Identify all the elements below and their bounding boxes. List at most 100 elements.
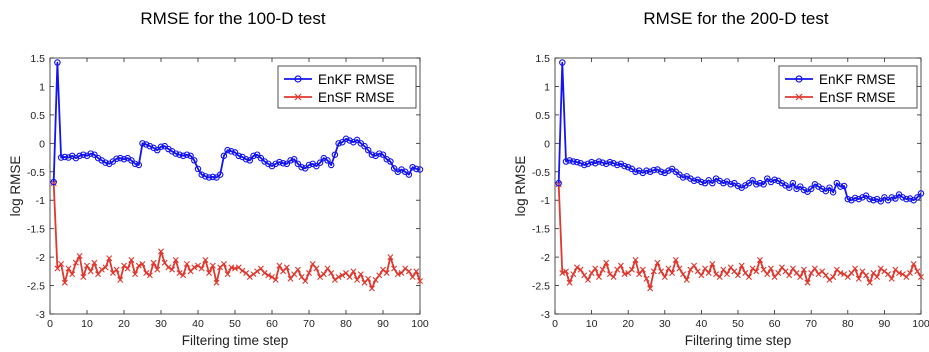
data-point <box>559 59 566 66</box>
legend-marker <box>294 93 302 101</box>
data-point <box>61 279 68 286</box>
data-point <box>727 181 734 188</box>
legend: EnKF RMSE EnSF RMSE <box>778 65 918 109</box>
data-point <box>246 274 253 281</box>
data-point <box>376 272 383 279</box>
data-point <box>346 137 353 144</box>
data-point <box>142 141 150 148</box>
series-ensf <box>50 180 423 292</box>
data-point <box>789 265 796 272</box>
data-point <box>573 264 580 271</box>
data-point <box>316 159 324 166</box>
data-point <box>885 271 892 278</box>
data-point <box>72 259 79 266</box>
data-point <box>896 270 903 277</box>
data-point <box>646 168 654 176</box>
data-point <box>603 259 610 266</box>
data-point <box>324 157 331 164</box>
data-point <box>290 156 298 163</box>
data-point <box>228 148 235 155</box>
data-point <box>610 274 617 281</box>
data-point <box>672 256 679 263</box>
y-tick-label: 0.5 <box>30 110 45 122</box>
data-point <box>690 177 698 185</box>
x-tick-label: 40 <box>192 318 204 330</box>
y-tick-label: -2.5 <box>27 281 45 293</box>
data-point <box>771 176 778 183</box>
data-point <box>906 195 914 202</box>
y-tick-label: -1 <box>36 195 45 207</box>
data-point <box>84 262 90 269</box>
data-point <box>161 259 168 266</box>
data-point <box>632 256 639 263</box>
x-tick-label: 0 <box>47 318 53 330</box>
data-point <box>283 264 290 271</box>
data-point <box>833 179 841 187</box>
data-point <box>658 268 665 275</box>
data-point <box>866 195 874 203</box>
data-point <box>368 151 376 158</box>
chart-title: RMSE for the 100-D test <box>140 9 325 28</box>
x-axis-label: Filtering time step <box>182 333 289 348</box>
data-point <box>724 271 731 278</box>
data-point <box>610 159 617 167</box>
data-point <box>650 166 658 174</box>
data-point <box>65 265 72 272</box>
data-point <box>180 272 187 279</box>
data-point <box>570 158 577 165</box>
data-point <box>113 155 120 162</box>
data-point <box>852 265 859 272</box>
data-point <box>416 166 424 173</box>
data-point <box>559 270 566 277</box>
data-point <box>764 271 771 278</box>
data-point <box>709 260 716 267</box>
data-point <box>588 158 595 166</box>
data-point <box>756 256 763 263</box>
data-point <box>738 262 745 269</box>
data-point <box>599 266 606 273</box>
data-point <box>69 271 76 278</box>
y-tick-label: -2 <box>541 252 550 264</box>
legend-label: EnKF RMSE <box>318 72 395 87</box>
data-point <box>276 262 283 269</box>
x-tick-label: 50 <box>732 318 744 330</box>
data-point <box>80 151 87 158</box>
data-point <box>764 175 771 182</box>
data-point <box>216 171 224 178</box>
data-point <box>187 152 194 160</box>
data-point <box>749 177 756 184</box>
data-point <box>102 159 109 166</box>
data-point <box>195 262 201 269</box>
legend-label: EnSF RMSE <box>819 90 896 105</box>
data-point <box>570 271 577 278</box>
data-point <box>324 265 331 272</box>
data-point <box>376 150 383 157</box>
data-point <box>146 272 153 279</box>
data-point <box>841 271 848 278</box>
data-point <box>797 274 804 281</box>
data-point <box>313 162 320 170</box>
data-point <box>602 160 610 168</box>
data-point <box>555 179 562 187</box>
data-point <box>599 159 606 166</box>
data-point <box>562 268 569 275</box>
data-point <box>837 183 844 190</box>
data-point <box>698 178 705 186</box>
data-point <box>680 271 687 278</box>
legend-box <box>277 65 417 109</box>
data-point <box>198 265 205 272</box>
data-point <box>257 265 264 272</box>
data-point <box>745 274 752 281</box>
data-point <box>320 271 327 278</box>
data-point <box>302 165 309 172</box>
data-point <box>676 265 683 272</box>
y-tick-label: 0 <box>39 138 45 150</box>
data-point <box>716 274 723 281</box>
data-point <box>357 271 364 278</box>
x-tick-label: 20 <box>622 318 634 330</box>
data-point <box>91 259 98 266</box>
data-point <box>679 174 687 181</box>
data-point <box>855 195 863 203</box>
